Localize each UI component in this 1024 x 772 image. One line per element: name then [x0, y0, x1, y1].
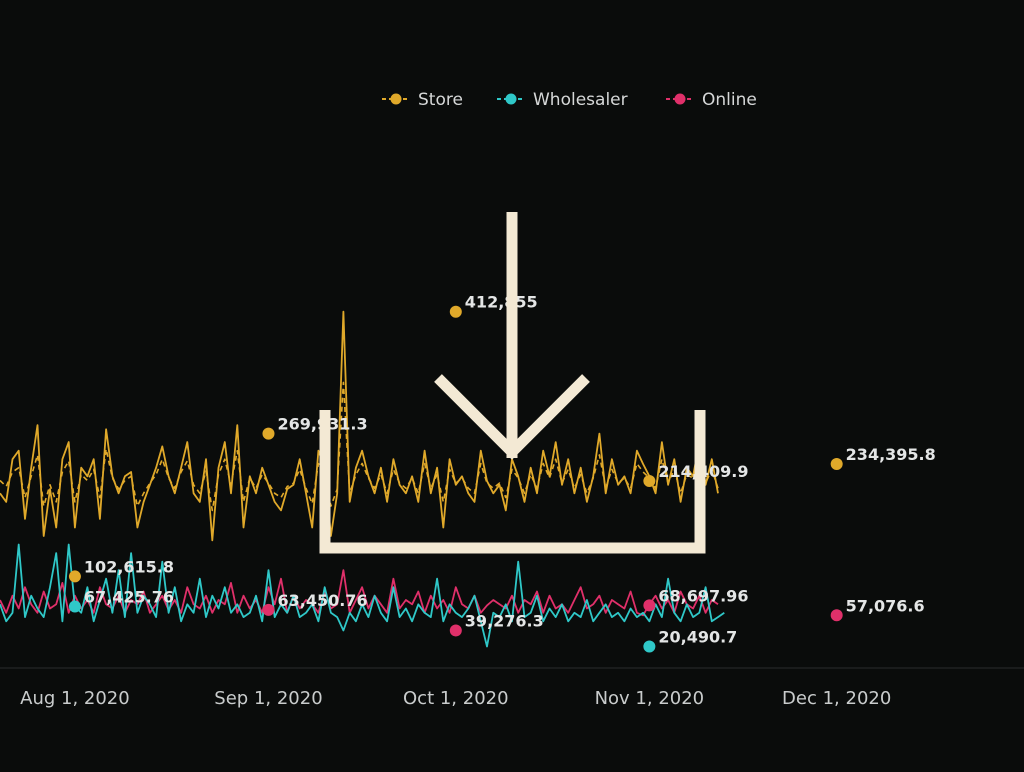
data-label: 234,395.8: [846, 445, 936, 464]
legend-swatch-dot: [390, 93, 402, 105]
legend-item[interactable]: Store: [382, 90, 463, 110]
x-tick-label: Nov 1, 2020: [595, 688, 705, 709]
data-point-marker[interactable]: [643, 599, 656, 612]
legend[interactable]: Store Wholesaler Online: [382, 90, 757, 110]
data-label: 57,076.6: [846, 596, 925, 615]
legend-swatch-dot: [505, 93, 517, 105]
download-icon[interactable]: [319, 212, 706, 554]
legend-swatch-dot: [674, 93, 686, 105]
data-labels: 102,615.867,425.76269,931.363,450.76412,…: [68, 293, 936, 653]
x-tick-label: Sep 1, 2020: [214, 688, 322, 709]
data-label: 20,490.7: [658, 628, 737, 647]
series-line-wholesaler: [0, 543, 725, 648]
x-tick-label: Dec 1, 2020: [782, 688, 891, 709]
data-point-marker[interactable]: [830, 457, 843, 470]
data-label: 412,855: [465, 293, 538, 312]
legend-label: Wholesaler: [533, 90, 628, 110]
x-tick-label: Aug 1, 2020: [20, 688, 130, 709]
legend-label: Online: [702, 90, 757, 110]
data-point-marker[interactable]: [262, 427, 275, 440]
plot-area: [0, 310, 725, 648]
series-line-online: [0, 569, 719, 617]
data-label: 102,615.8: [84, 557, 174, 576]
data-point-marker[interactable]: [830, 609, 843, 622]
x-axis-ticks: Aug 1, 2020 Sep 1, 2020 Oct 1, 2020 Nov 1, …: [20, 688, 891, 709]
legend-item[interactable]: Wholesaler: [497, 90, 628, 110]
data-point-marker[interactable]: [68, 570, 81, 583]
legend-label: Store: [418, 90, 463, 110]
data-point-marker[interactable]: [68, 600, 81, 613]
data-point-marker[interactable]: [643, 475, 656, 488]
legend-item[interactable]: Online: [666, 90, 757, 110]
data-point-marker[interactable]: [262, 603, 275, 616]
series-line-store: [0, 310, 719, 542]
x-tick-label: Oct 1, 2020: [403, 688, 509, 709]
data-label: 39,276.3: [465, 611, 544, 630]
data-label: 67,425.76: [84, 587, 174, 606]
data-label: 63,450.76: [277, 591, 367, 610]
data-point-marker[interactable]: [643, 640, 656, 653]
data-label: 68,697.96: [658, 586, 748, 605]
data-point-marker[interactable]: [449, 624, 462, 637]
data-point-marker[interactable]: [449, 305, 462, 318]
series-line-store-forecast: [0, 381, 719, 512]
